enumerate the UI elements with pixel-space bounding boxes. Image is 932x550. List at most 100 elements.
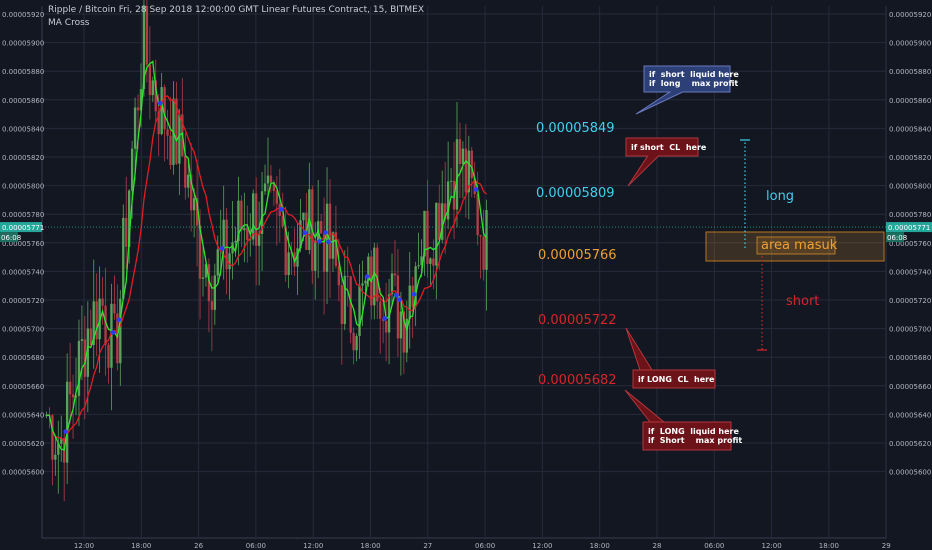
candle-body: [254, 193, 258, 246]
candle-body: [145, 5, 149, 65]
candle-body: [195, 198, 199, 226]
candle-body: [252, 193, 255, 240]
short-label: short: [786, 294, 820, 309]
level-label-2: 0.00005766: [538, 248, 617, 263]
ma-cross-dot: [473, 187, 479, 192]
candle-body: [192, 198, 196, 211]
candle-body: [92, 301, 95, 345]
candle-body: [113, 303, 116, 314]
candle-body: [136, 107, 140, 111]
candle-body: [169, 135, 172, 166]
candle-body: [441, 203, 444, 240]
candle-body: [175, 98, 178, 164]
candle-body: [110, 303, 113, 368]
candle-body: [411, 285, 414, 307]
ma-cross-dot: [323, 230, 328, 235]
y-tick-label-left: 0.00005860: [2, 97, 44, 105]
candle-body: [45, 415, 48, 417]
y-tick-label-right: 0.00005620: [889, 440, 931, 448]
candle-body: [54, 454, 57, 460]
candle-body: [116, 313, 119, 364]
candle-body: [198, 225, 202, 279]
candle-body: [225, 219, 228, 270]
x-tick-label: 12:00: [762, 542, 782, 550]
y-tick-label-right: 0.00005760: [889, 240, 931, 248]
candle-body: [95, 301, 98, 340]
candle-body: [390, 273, 394, 295]
candle-body: [449, 180, 453, 182]
y-tick-label-left: 0.00005840: [2, 125, 44, 133]
candle-body: [325, 203, 329, 272]
candle-body: [51, 415, 54, 460]
candle-body: [334, 232, 338, 266]
candle-body: [384, 321, 388, 333]
y-tick-label-right: 0.00005680: [889, 354, 931, 362]
level-label-0: 0.00005849: [536, 121, 615, 136]
candle-body: [322, 233, 326, 272]
candle-body: [343, 275, 346, 325]
x-tick-label: 12:00: [303, 542, 323, 550]
candle-body: [426, 210, 429, 264]
countdown-value-left: 06:08: [1, 234, 21, 242]
candle-body: [154, 80, 157, 112]
level-label-4: 0.00005682: [538, 373, 617, 388]
candle-body: [361, 283, 364, 286]
countdown-tag-left: [0, 232, 18, 243]
candle-body: [243, 228, 246, 231]
candle-body: [284, 226, 287, 275]
candle-body: [266, 175, 270, 184]
candle-body: [263, 183, 267, 192]
candle-body: [260, 191, 264, 234]
y-tick-label-right: 0.00005600: [889, 469, 931, 477]
ma-cross-dot: [116, 317, 122, 323]
candle-body: [272, 182, 276, 191]
candle-body: [190, 174, 193, 211]
y-tick-label-right: 0.00005900: [889, 40, 931, 48]
candle-body: [349, 276, 352, 333]
candle-body: [178, 114, 181, 164]
candle-body: [240, 200, 243, 231]
candle-body: [340, 285, 343, 325]
candle-body: [101, 298, 104, 306]
candle-body: [222, 219, 225, 250]
candle-body: [107, 344, 110, 368]
candle-body: [213, 275, 216, 310]
y-tick-label-right: 0.00005780: [889, 211, 931, 219]
y-tick-label-left: 0.00005900: [2, 40, 44, 48]
x-tick-label: 06:00: [704, 542, 724, 550]
candle-body: [216, 249, 219, 276]
candle-body: [470, 150, 473, 179]
candle-body: [420, 256, 423, 266]
candle-body: [346, 275, 349, 277]
entry-area-label-box: [756, 236, 836, 255]
candle-body: [89, 328, 92, 345]
candle-body: [139, 89, 143, 111]
candle-body: [367, 256, 370, 281]
note-bubble-long-cl: [625, 327, 716, 389]
candle-body: [80, 339, 84, 341]
candle-body: [387, 294, 391, 333]
y-tick-label-left: 0.00005880: [2, 68, 44, 76]
candle-body: [125, 217, 128, 247]
candle-body: [358, 285, 361, 337]
candle-body: [204, 264, 208, 278]
candle-body: [432, 258, 435, 266]
candle-body: [337, 265, 341, 286]
candle-body: [402, 311, 406, 353]
note-bubble-long-liquid: [624, 389, 732, 451]
indicator-label[interactable]: MA Cross: [48, 18, 90, 28]
y-tick-label-left: 0.00005640: [2, 411, 44, 419]
candle-body: [479, 235, 482, 237]
countdown-tag-right: [886, 232, 904, 243]
candle-body: [458, 139, 462, 165]
long-label: long: [766, 189, 795, 204]
candle-body: [482, 236, 485, 270]
candle-body: [57, 443, 60, 455]
candle-body: [405, 318, 408, 353]
candle-body: [281, 215, 284, 227]
candle-body: [133, 107, 137, 149]
ma-cross-dot: [382, 316, 387, 321]
y-tick-label-left: 0.00005660: [2, 383, 44, 391]
candle-body: [352, 332, 355, 351]
